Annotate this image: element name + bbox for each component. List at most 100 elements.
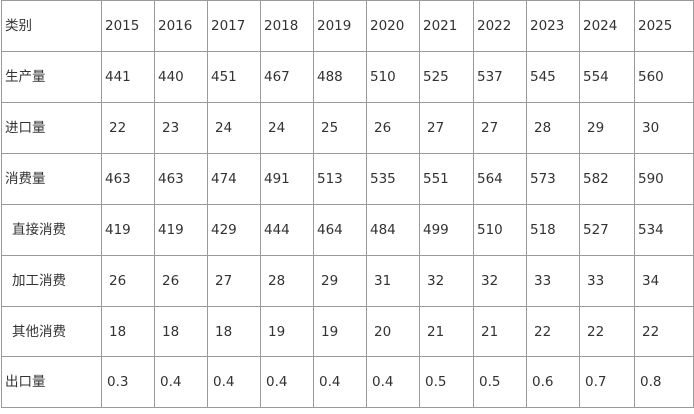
header-cell-year: 2020 [366, 0, 420, 52]
value-cell: 27 [473, 102, 527, 154]
table-row: 直接消费 419 419 429 444 464 484 499 510 518 527 534 [1, 204, 694, 256]
table-row: 消费量 463 463 474 491 513 535 551 564 573 582 590 [1, 153, 694, 205]
value-cell: 554 [579, 51, 635, 103]
value-cell: 510 [366, 51, 420, 103]
header-cell-year: 2025 [634, 0, 694, 52]
value-cell: 26 [101, 255, 155, 307]
value-cell: 488 [313, 51, 367, 103]
value-cell: 463 [154, 153, 208, 205]
value-cell: 537 [473, 51, 527, 103]
table-row: 生产量 441 440 451 467 488 510 525 537 545 554 560 [1, 51, 694, 103]
header-cell-year: 2019 [313, 0, 367, 52]
value-cell: 32 [419, 255, 474, 307]
value-cell: 22 [579, 306, 635, 357]
header-cell-category: 类别 [1, 0, 102, 52]
value-cell: 518 [526, 204, 580, 256]
value-cell: 551 [419, 153, 474, 205]
value-cell: 26 [154, 255, 208, 307]
row-label-cell: 加工消费 [1, 255, 102, 307]
header-cell-year: 2023 [526, 0, 580, 52]
value-cell: 440 [154, 51, 208, 103]
table-row: 加工消费 26 26 27 28 29 31 32 32 33 33 34 [1, 255, 694, 307]
value-cell: 26 [366, 102, 420, 154]
value-cell: 582 [579, 153, 635, 205]
value-cell: 590 [634, 153, 694, 205]
value-cell: 20 [366, 306, 420, 357]
value-cell: 534 [634, 204, 694, 256]
header-cell-year: 2018 [260, 0, 314, 52]
value-cell: 0.7 [579, 356, 635, 408]
value-cell: 18 [101, 306, 155, 357]
value-cell: 27 [207, 255, 261, 307]
value-cell: 535 [366, 153, 420, 205]
value-cell: 32 [473, 255, 527, 307]
row-label-cell: 直接消费 [1, 204, 102, 256]
value-cell: 429 [207, 204, 261, 256]
header-cell-year: 2022 [473, 0, 527, 52]
value-cell: 463 [101, 153, 155, 205]
value-cell: 0.6 [526, 356, 580, 408]
row-label-cell: 消费量 [1, 153, 102, 205]
value-cell: 499 [419, 204, 474, 256]
value-cell: 441 [101, 51, 155, 103]
value-cell: 464 [313, 204, 367, 256]
value-cell: 0.3 [101, 356, 155, 408]
value-cell: 28 [260, 255, 314, 307]
value-cell: 29 [313, 255, 367, 307]
value-cell: 545 [526, 51, 580, 103]
header-cell-year: 2016 [154, 0, 208, 52]
value-cell: 18 [154, 306, 208, 357]
value-cell: 19 [260, 306, 314, 357]
value-cell: 21 [419, 306, 474, 357]
value-cell: 33 [526, 255, 580, 307]
table-row: 进口量 22 23 24 24 25 26 27 27 28 29 30 [1, 102, 694, 154]
value-cell: 510 [473, 204, 527, 256]
value-cell: 491 [260, 153, 314, 205]
value-cell: 513 [313, 153, 367, 205]
value-cell: 22 [634, 306, 694, 357]
value-cell: 28 [526, 102, 580, 154]
header-cell-year: 2015 [101, 0, 155, 52]
value-cell: 419 [154, 204, 208, 256]
value-cell: 31 [366, 255, 420, 307]
value-cell: 30 [634, 102, 694, 154]
value-cell: 573 [526, 153, 580, 205]
header-cell-year: 2024 [579, 0, 635, 52]
value-cell: 467 [260, 51, 314, 103]
value-cell: 0.5 [473, 356, 527, 408]
row-label-cell: 其他消费 [1, 306, 102, 357]
value-cell: 0.4 [154, 356, 208, 408]
table-row: 其他消费 18 18 18 19 19 20 21 21 22 22 22 [1, 306, 694, 357]
value-cell: 527 [579, 204, 635, 256]
value-cell: 0.8 [634, 356, 694, 408]
value-cell: 451 [207, 51, 261, 103]
value-cell: 34 [634, 255, 694, 307]
value-cell: 560 [634, 51, 694, 103]
value-cell: 24 [260, 102, 314, 154]
value-cell: 564 [473, 153, 527, 205]
value-cell: 33 [579, 255, 635, 307]
value-cell: 18 [207, 306, 261, 357]
value-cell: 0.4 [260, 356, 314, 408]
value-cell: 474 [207, 153, 261, 205]
value-cell: 29 [579, 102, 635, 154]
value-cell: 21 [473, 306, 527, 357]
value-cell: 525 [419, 51, 474, 103]
value-cell: 419 [101, 204, 155, 256]
value-cell: 0.4 [313, 356, 367, 408]
value-cell: 0.5 [419, 356, 474, 408]
value-cell: 22 [526, 306, 580, 357]
value-cell: 23 [154, 102, 208, 154]
header-row: 类别 2015 2016 2017 2018 2019 2020 2021 20… [1, 0, 694, 52]
header-cell-year: 2021 [419, 0, 474, 52]
header-cell-year: 2017 [207, 0, 261, 52]
value-cell: 24 [207, 102, 261, 154]
row-label-cell: 出口量 [1, 356, 102, 408]
row-label-cell: 生产量 [1, 51, 102, 103]
row-label-cell: 进口量 [1, 102, 102, 154]
value-cell: 484 [366, 204, 420, 256]
value-cell: 0.4 [207, 356, 261, 408]
value-cell: 19 [313, 306, 367, 357]
